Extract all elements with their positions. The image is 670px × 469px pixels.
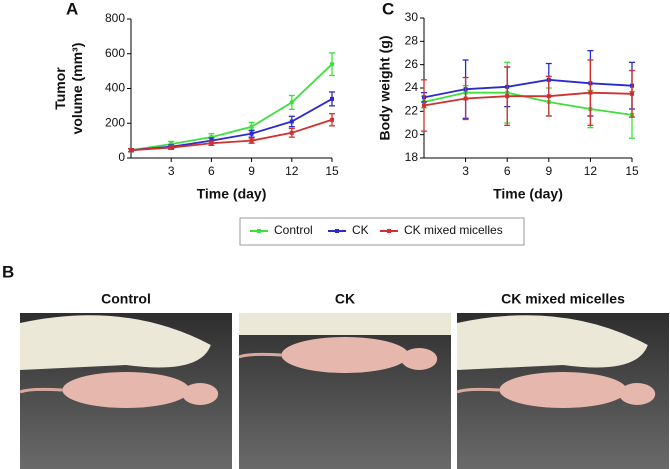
marker: [330, 96, 334, 101]
photo: [239, 313, 451, 469]
y-tick-label: 24: [405, 80, 419, 94]
y-axis-label: volume (mm³): [69, 43, 85, 135]
marker: [249, 131, 254, 136]
y-tick-label: 0: [118, 150, 125, 164]
glove: [20, 315, 211, 370]
series-line: [423, 91, 633, 107]
glove: [457, 315, 648, 370]
legend-label: CK: [352, 223, 369, 237]
x-axis-label: Time (day): [493, 186, 563, 202]
mouse-head: [619, 383, 656, 405]
marker: [505, 94, 510, 99]
x-tick-label: 12: [584, 164, 598, 178]
marker: [330, 117, 334, 122]
marker: [588, 90, 593, 95]
y-tick-label: 20: [405, 127, 419, 141]
y-tick-label: 28: [405, 34, 419, 48]
legend-label: CK mixed micelles: [404, 223, 503, 237]
photo-title: Control: [101, 291, 151, 307]
y-tick-label: 30: [405, 10, 419, 24]
panel-label: C: [382, 0, 394, 18]
legend-label: Control: [274, 223, 313, 237]
marker: [209, 141, 214, 146]
mouse-tail: [456, 387, 500, 394]
marker: [463, 96, 468, 101]
x-axis-label: Time (day): [197, 186, 267, 202]
mouse-head: [182, 383, 219, 405]
panel-label: B: [2, 262, 14, 281]
marker: [289, 130, 294, 135]
marker: [289, 119, 294, 124]
legend-marker: [335, 229, 339, 233]
y-tick-label: 400: [105, 81, 125, 95]
y-axis-label: Tumor: [52, 67, 68, 110]
y-tick-label: 18: [405, 150, 419, 164]
mouse-head: [401, 348, 438, 370]
y-tick-label: 200: [105, 115, 125, 129]
marker: [422, 103, 426, 108]
x-tick-label: 9: [545, 164, 552, 178]
marker: [330, 62, 334, 67]
marker: [289, 100, 294, 105]
glove: [239, 313, 451, 335]
marker: [209, 135, 214, 140]
y-tick-label: 26: [405, 57, 419, 71]
series-line: [423, 91, 633, 116]
x-tick-label: 15: [325, 164, 339, 178]
x-tick-label: 15: [625, 164, 639, 178]
series-line: [130, 118, 333, 152]
marker: [546, 94, 551, 99]
mouse-body: [281, 337, 409, 373]
x-tick-label: 9: [248, 164, 255, 178]
marker: [249, 138, 254, 143]
marker: [169, 145, 174, 150]
x-tick-label: 12: [285, 164, 299, 178]
marker: [129, 148, 133, 153]
photo-title: CK: [335, 291, 355, 307]
y-axis-label: Body weight (g): [377, 36, 393, 141]
mouse-tail: [19, 387, 63, 394]
x-tick-label: 3: [462, 164, 469, 178]
mouse-tail: [238, 352, 282, 359]
y-tick-label: 22: [405, 104, 419, 118]
mouse-body: [499, 372, 627, 408]
legend-marker: [257, 229, 261, 233]
y-tick-label: 800: [105, 11, 125, 25]
y-tick-label: 600: [105, 46, 125, 60]
legend-marker: [387, 229, 391, 233]
mouse-body: [62, 372, 190, 408]
photo-panel: Control CK CK mixed micelles: [19, 291, 669, 469]
photo-title: CK mixed micelles: [501, 291, 625, 307]
series-line: [423, 78, 633, 99]
x-tick-label: 3: [168, 164, 175, 178]
panel-label: A: [66, 0, 78, 18]
marker: [169, 142, 174, 147]
x-tick-label: 6: [208, 164, 215, 178]
marker: [249, 124, 254, 129]
series-line: [130, 63, 333, 152]
marker: [630, 91, 634, 96]
x-tick-label: 6: [504, 164, 511, 178]
